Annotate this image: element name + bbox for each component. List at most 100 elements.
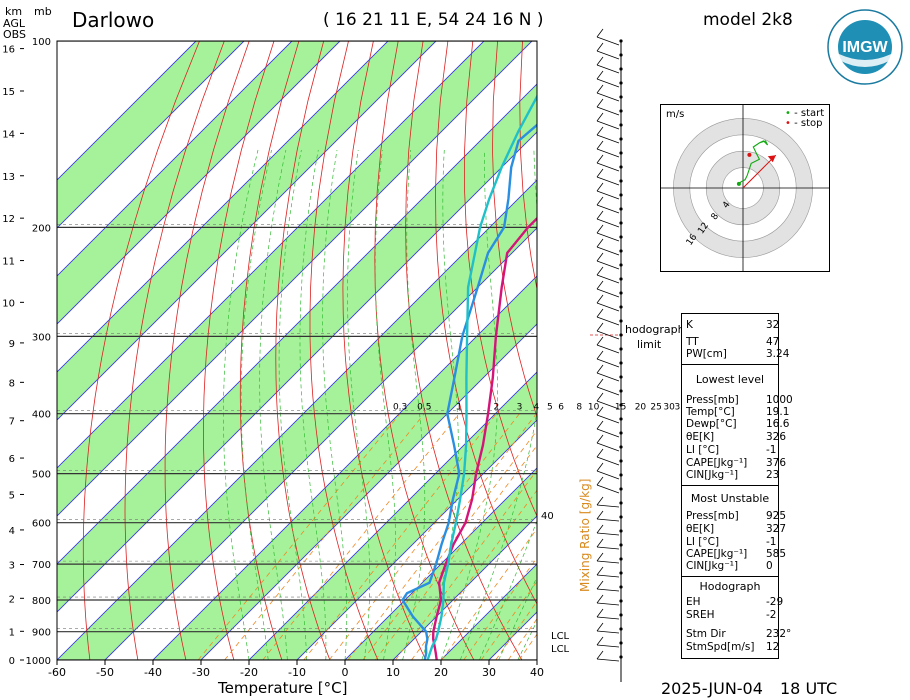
wind-barb bbox=[596, 574, 620, 578]
dry-adiabat-line bbox=[821, 41, 910, 673]
mixing-ratio-line bbox=[303, 413, 497, 660]
divider bbox=[682, 364, 778, 365]
moist-adiabat-line bbox=[479, 519, 537, 660]
wind-barb-flag bbox=[596, 350, 604, 360]
mixing-ratio-line bbox=[518, 633, 537, 660]
wind-barb-flag bbox=[596, 238, 604, 248]
pressure-tick-label: 500 bbox=[32, 470, 51, 481]
isotherm-line bbox=[57, 41, 437, 421]
moist-adiabat-line bbox=[223, 149, 259, 660]
mixing-ratio-line bbox=[347, 413, 537, 660]
km-tick-label: 5 bbox=[9, 490, 15, 501]
km-unit-label: km bbox=[5, 5, 23, 18]
wind-barb bbox=[596, 176, 620, 186]
wind-level-dot bbox=[619, 417, 623, 421]
mixing-ratio-tick-label: 8 bbox=[576, 403, 582, 413]
pressure-tick-label: 200 bbox=[32, 223, 51, 234]
wind-level-dot bbox=[619, 403, 623, 407]
wind-level-dot bbox=[619, 501, 623, 505]
hodograph-legend-stop: • - stop bbox=[785, 118, 822, 129]
mixing-ratio-tick-label: 35 bbox=[674, 403, 685, 413]
x-tick-label: -60 bbox=[48, 666, 66, 679]
wind-barb-flag bbox=[596, 252, 604, 262]
wind-level-dot bbox=[619, 347, 623, 351]
wind-level-dot bbox=[619, 473, 623, 477]
lowest-level-title: Lowest level bbox=[695, 373, 765, 386]
wind-barb-flag bbox=[596, 168, 604, 178]
mu-cape-row: CAPE[Jkg⁻¹] 585 bbox=[686, 548, 787, 560]
hodograph-ring-label: 4 bbox=[721, 200, 733, 211]
lowest-press-row: Press[mb] 1000 bbox=[686, 394, 793, 406]
sounding-series-line-1 bbox=[401, 123, 537, 660]
hodograph-trace bbox=[738, 140, 769, 185]
station-coords: ( 16 21 11 E, 54 24 16 N ) bbox=[323, 10, 544, 30]
km-tick-label: 13 bbox=[2, 172, 15, 183]
mixing-ratio-line bbox=[224, 413, 425, 660]
wind-barb-flag bbox=[596, 378, 604, 388]
wind-barb-flag bbox=[596, 126, 604, 136]
wind-level-dot bbox=[619, 375, 623, 379]
wind-level-dot bbox=[619, 445, 623, 449]
hodograph-stop-marker bbox=[747, 152, 752, 157]
hodo-stmdir-row: Stm Dir 232° bbox=[686, 628, 792, 640]
stop-dot-icon: • bbox=[785, 118, 791, 129]
wind-barb bbox=[596, 518, 620, 522]
wind-barb bbox=[596, 204, 620, 214]
wind-barb bbox=[596, 64, 620, 74]
km-tick-label: 8 bbox=[9, 378, 15, 389]
wind-barb bbox=[596, 428, 620, 438]
wind-barb-flag bbox=[596, 406, 604, 416]
wind-barb bbox=[596, 36, 620, 46]
x-tick-label: -20 bbox=[240, 666, 258, 679]
km-tick-label: 7 bbox=[9, 417, 15, 428]
wind-level-dot bbox=[619, 53, 623, 57]
wind-barb bbox=[596, 106, 620, 116]
dry-adiabat-line bbox=[309, 41, 379, 660]
mixing-ratio-line bbox=[411, 489, 537, 660]
pressure-tick-label: 400 bbox=[32, 410, 51, 421]
wind-level-dot bbox=[619, 361, 623, 365]
lcl-label-2: LCL bbox=[551, 644, 570, 655]
wind-level-dot bbox=[619, 179, 623, 183]
mixing-ratio-tick-label: 10 bbox=[588, 403, 600, 413]
dry-adiabat-line bbox=[845, 41, 910, 673]
wind-barb-flag bbox=[596, 140, 604, 150]
dry-adiabat-line bbox=[492, 41, 537, 418]
isotherm-line bbox=[57, 83, 537, 565]
wind-barb bbox=[596, 260, 620, 270]
moist-adiabat-line bbox=[459, 149, 537, 660]
wind-barb bbox=[596, 162, 620, 172]
isotherm-line bbox=[57, 41, 485, 469]
hodo-eh-row: EH -29 bbox=[686, 596, 784, 608]
hodograph-limit-label-2: limit bbox=[637, 338, 662, 351]
wind-barb bbox=[596, 134, 620, 144]
wind-level-dot bbox=[619, 95, 623, 99]
model-label: model 2k8 bbox=[703, 10, 793, 30]
mixing-ratio-tick-label: 0.3 bbox=[393, 403, 407, 413]
lowest-cin-row: CIN[Jkg⁻¹] 23 bbox=[686, 469, 780, 481]
lowest-cape-row: CAPE[Jkg⁻¹] 376 bbox=[686, 457, 787, 469]
isotherm-line bbox=[152, 275, 537, 660]
hodograph-limit-label: hodograph bbox=[625, 323, 685, 336]
km-tick-label: 2 bbox=[9, 594, 15, 605]
wind-barb-flag bbox=[596, 420, 604, 430]
wind-barb bbox=[596, 316, 620, 326]
mixing-ratio-tick-label: 0.5 bbox=[417, 403, 431, 413]
mixing-ratio-line bbox=[262, 413, 460, 660]
index-row-k: K 32 bbox=[686, 319, 780, 331]
wind-barb-flag bbox=[596, 636, 604, 646]
lcl-label-1: LCL bbox=[551, 631, 570, 642]
wind-barb bbox=[596, 386, 620, 396]
dry-adiabat-line bbox=[464, 41, 537, 518]
wind-level-dot bbox=[619, 515, 623, 519]
x-tick-label: -30 bbox=[192, 666, 210, 679]
wind-barb bbox=[596, 246, 620, 256]
wind-barb-flag bbox=[596, 294, 604, 304]
km-tick-label: 14 bbox=[2, 129, 15, 140]
sounding-series-line-0 bbox=[431, 216, 537, 660]
wind-level-dot bbox=[619, 543, 623, 547]
hodograph-legend-start: • - start bbox=[785, 108, 824, 119]
wind-barb-flag bbox=[596, 392, 604, 402]
x-axis-title: Temperature [°C] bbox=[218, 679, 348, 697]
